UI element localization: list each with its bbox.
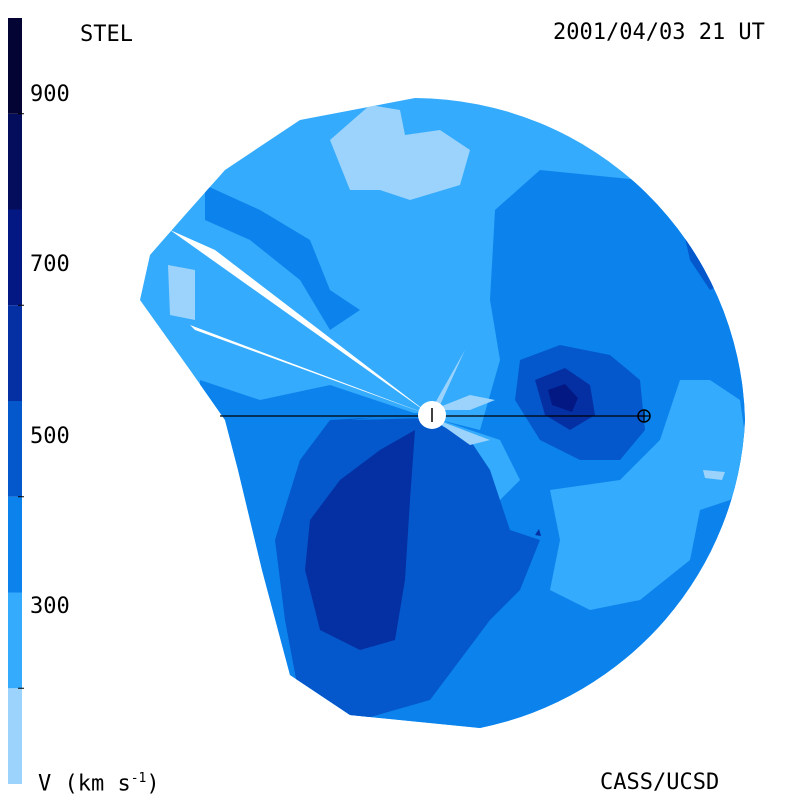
colorbar-tick-300: 300 [30,594,70,619]
region-750-core [548,384,578,412]
region-450-upper [205,185,360,330]
streak-light-1 [432,395,495,410]
colorbar-band-400 [8,496,22,593]
region-250-left [168,265,195,320]
unit-label-sup: -1 [130,771,147,786]
small-triangle [535,529,541,536]
colorbar-band-500 [8,401,22,497]
streak-light-2 [432,418,490,445]
date-label: 2001/04/03 21 UT [553,20,765,45]
region-350-right [550,380,745,610]
credit-label: CASS/UCSD [600,770,720,795]
colorbar-tick-500: 500 [30,424,70,449]
source-label: STEL [80,22,133,47]
colorbar-band-600 [8,305,22,401]
unit-label: V (km s-1) [38,772,160,795]
wedge-gap-a [170,230,432,416]
region-250-top [330,105,470,200]
region-650-lower [305,430,415,650]
colorbar-band-200 [8,688,22,784]
region-250-right [703,470,725,480]
colorbar-tick-700: 700 [30,252,70,277]
colorbar-band-700 [8,209,22,306]
colorbar-band-800 [8,113,22,210]
colorbar [8,18,24,784]
streak-light-3 [430,350,465,412]
unit-label-close: ) [146,771,160,797]
wedge-gap-b [190,325,432,416]
colorbar-band-300 [8,592,22,689]
colorbar-tick-900: 900 [30,82,70,107]
unit-label-text: V (km s [38,771,131,797]
colorbar-band-900 [8,18,22,114]
